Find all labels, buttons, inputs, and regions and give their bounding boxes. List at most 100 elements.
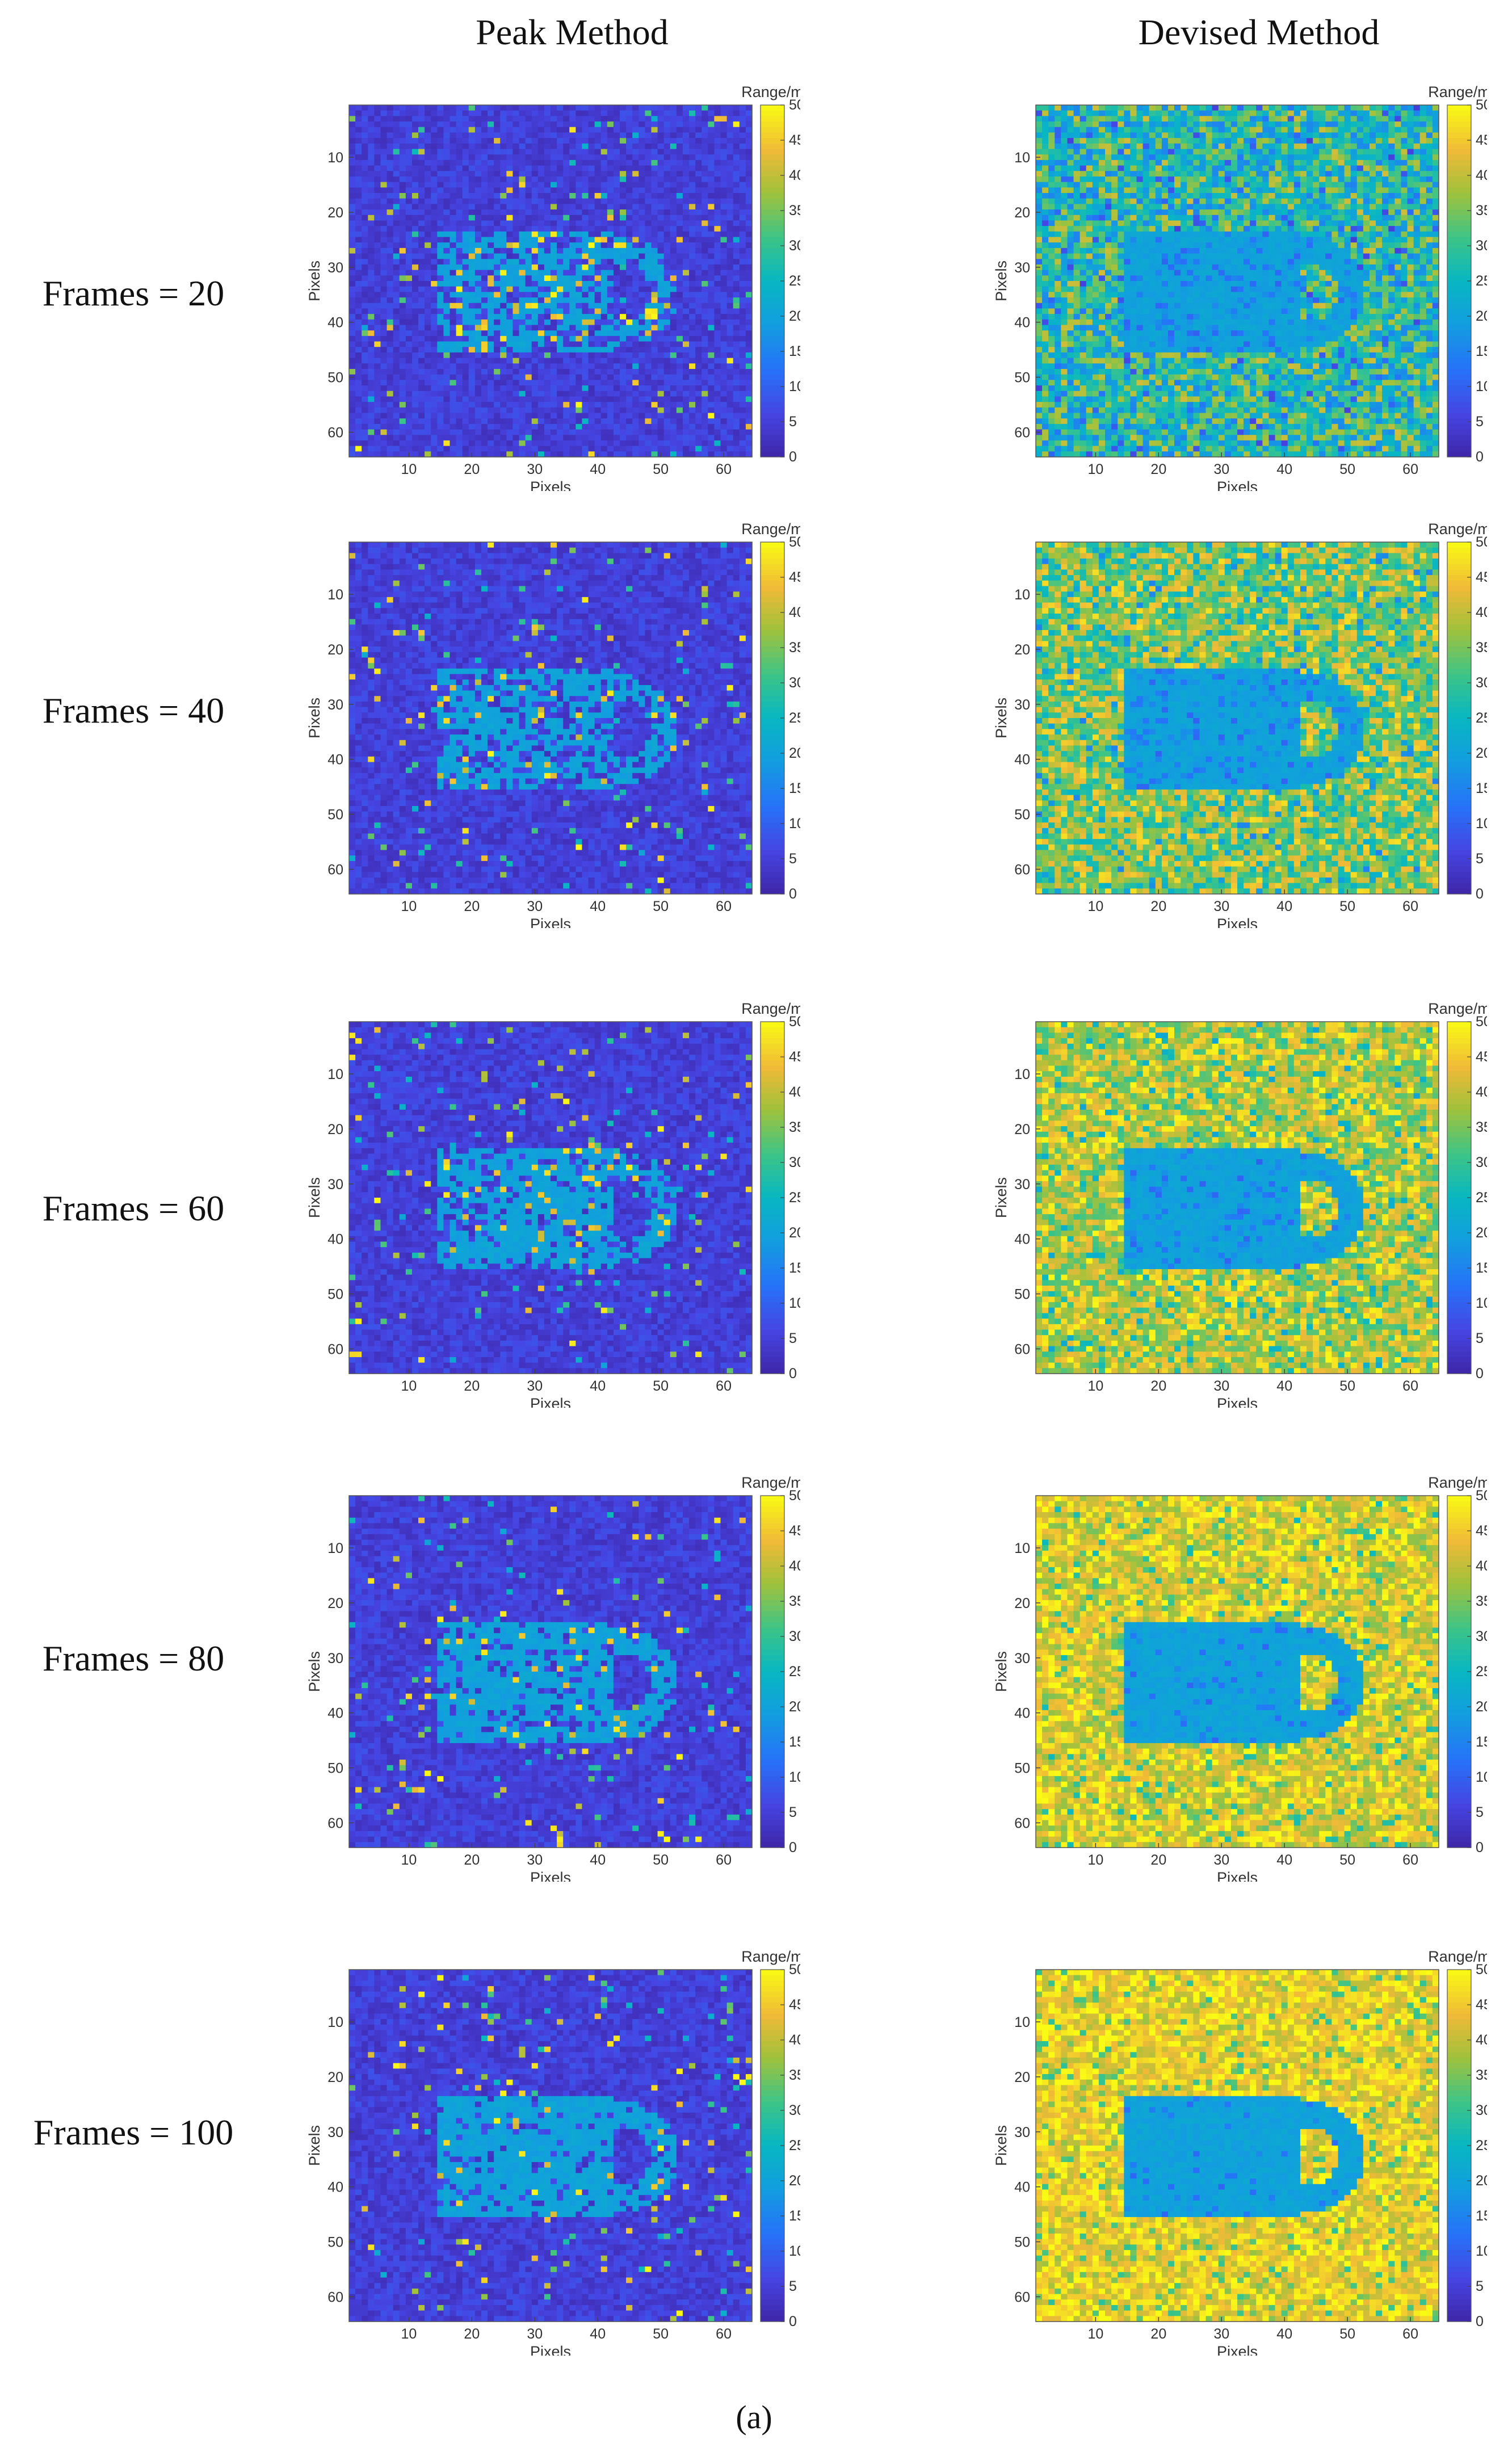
x-axis-label: Pixels [530, 2343, 571, 2356]
x-tick-label: 30 [527, 899, 543, 914]
x-tick-label: 50 [653, 2326, 669, 2342]
y-tick-label: 20 [327, 642, 343, 658]
heatmap-panel: 10 20 30 40 50 60 10 20 30 40 50 60 Pixels Pixels 0 5 10… [289, 508, 800, 928]
y-tick-label: 20 [1014, 642, 1030, 658]
x-tick-label: 40 [1276, 1378, 1292, 1394]
colorbar-tick-label: 50 [1476, 97, 1487, 113]
y-tick-label: 50 [327, 807, 343, 823]
y-tick-label: 50 [327, 1761, 343, 1777]
colorbar-tick-label: 45 [1476, 1523, 1487, 1539]
y-tick-label: 30 [327, 1177, 343, 1193]
axes-frame [348, 1969, 753, 2322]
colorbar-tick-label: 45 [789, 132, 800, 148]
y-axis-label: Pixels [306, 1177, 323, 1218]
x-tick-label: 60 [716, 461, 732, 477]
y-tick-label: 10 [327, 587, 343, 603]
x-axis-label: Pixels [530, 1395, 571, 1408]
colorbar-tick-label: 50 [1476, 1488, 1487, 1504]
y-tick-label: 60 [327, 1341, 343, 1357]
y-tick-label: 30 [1014, 1177, 1030, 1193]
colorbar-tick-label: 20 [789, 1225, 800, 1241]
colorbar-tick-label: 40 [1476, 1558, 1487, 1574]
colorbar-tick-label: 45 [789, 569, 800, 585]
colorbar-tick-label: 5 [1476, 414, 1484, 430]
x-tick-label: 20 [1150, 461, 1166, 477]
y-tick-label: 20 [1014, 1122, 1030, 1137]
colorbar-tick-label: 5 [789, 1330, 797, 1346]
heatmap-svg: 10 20 30 40 50 60 10 20 30 40 50 60 Pixels Pixels 0 5 10… [306, 1000, 800, 1408]
x-tick-label: 60 [716, 2326, 732, 2342]
y-tick-label: 30 [1014, 697, 1030, 713]
colorbar-tick-label: 30 [789, 1155, 800, 1170]
axes-frame [1035, 1969, 1439, 2322]
colorbar-tick-label: 45 [789, 1523, 800, 1539]
colorbar-tick-label: 25 [789, 1190, 800, 1206]
colorbar-tick-label: 25 [789, 1664, 800, 1680]
y-tick-label: 30 [1014, 260, 1030, 276]
x-tick-label: 50 [653, 1378, 669, 1394]
colorbar [1447, 1495, 1472, 1848]
x-axis-label: Pixels [530, 916, 571, 928]
colorbar-tick-label: 20 [789, 745, 800, 761]
y-tick-label: 40 [327, 752, 343, 768]
colorbar-label: Range/m [1428, 83, 1487, 100]
x-tick-label: 30 [1213, 1852, 1229, 1868]
y-tick-label: 50 [1014, 1761, 1030, 1777]
x-tick-label: 10 [401, 2326, 417, 2342]
colorbar-tick-label: 50 [1476, 1014, 1487, 1030]
heatmap-svg: 10 20 30 40 50 60 10 20 30 40 50 60 Pixels Pixels 0 5 10… [306, 1948, 800, 2356]
x-tick-label: 20 [464, 461, 480, 477]
colorbar-tick-label: 25 [1476, 2138, 1487, 2154]
colorbar-tick-label: 20 [1476, 2173, 1487, 2189]
colorbar-tick-label: 30 [789, 675, 800, 691]
y-tick-label: 20 [327, 1596, 343, 1611]
colorbar-tick-label: 10 [789, 2243, 800, 2259]
colorbar-tick-label: 30 [789, 238, 800, 254]
x-tick-label: 60 [1402, 1378, 1418, 1394]
axes-frame [348, 542, 753, 895]
y-tick-label: 60 [327, 862, 343, 878]
colorbar-tick-label: 20 [1476, 1225, 1487, 1241]
colorbar-label: Range/m [1428, 1948, 1487, 1965]
y-tick-label: 20 [1014, 1596, 1030, 1611]
colorbar-tick-label: 40 [789, 1084, 800, 1100]
x-tick-label: 60 [1402, 899, 1418, 914]
colorbar-tick-label: 15 [1476, 2208, 1487, 2224]
colorbar-label: Range/m [741, 1474, 800, 1491]
colorbar-tick-label: 5 [1476, 2278, 1484, 2294]
y-tick-label: 60 [1014, 2289, 1030, 2305]
heatmap-cells [1036, 1022, 1439, 1374]
y-tick-label: 10 [1014, 1067, 1030, 1082]
colorbar-tick-label: 35 [789, 1593, 800, 1609]
colorbar-tick-label: 45 [1476, 1049, 1487, 1065]
heatmap-cells [1036, 105, 1439, 457]
x-tick-label: 30 [527, 1852, 543, 1868]
x-tick-label: 30 [527, 461, 543, 477]
y-tick-label: 60 [1014, 1341, 1030, 1357]
colorbar-tick-label: 10 [789, 1295, 800, 1311]
y-axis-label: Pixels [306, 261, 323, 301]
x-tick-label: 50 [653, 1852, 669, 1868]
y-tick-label: 40 [1014, 1706, 1030, 1722]
y-axis-label: Pixels [993, 1651, 1010, 1692]
colorbar-tick-label: 0 [789, 1366, 797, 1382]
y-tick-label: 10 [327, 150, 343, 166]
colorbar-tick-label: 40 [1476, 167, 1487, 183]
axes-frame [348, 1021, 753, 1374]
x-tick-label: 20 [1150, 899, 1166, 914]
colorbar [1447, 1021, 1472, 1374]
x-tick-label: 20 [1150, 1378, 1166, 1394]
heatmap-cells [349, 542, 753, 895]
x-tick-label: 20 [464, 1378, 480, 1394]
x-tick-label: 30 [1213, 2326, 1229, 2342]
x-tick-label: 40 [590, 2326, 606, 2342]
x-axis-label: Pixels [530, 1869, 571, 1882]
x-tick-label: 40 [1276, 899, 1292, 914]
colorbar-tick-label: 10 [789, 1769, 800, 1785]
colorbar-tick-label: 35 [789, 640, 800, 656]
colorbar-label: Range/m [741, 83, 800, 100]
heatmap-panel: 10 20 30 40 50 60 10 20 30 40 50 60 Pixels Pixels 0 5 10… [976, 1936, 1487, 2356]
y-axis-label: Pixels [993, 698, 1010, 738]
column-title-peak: Peak Method [373, 11, 771, 53]
row-label-frames-40: Frames = 40 [0, 690, 267, 732]
